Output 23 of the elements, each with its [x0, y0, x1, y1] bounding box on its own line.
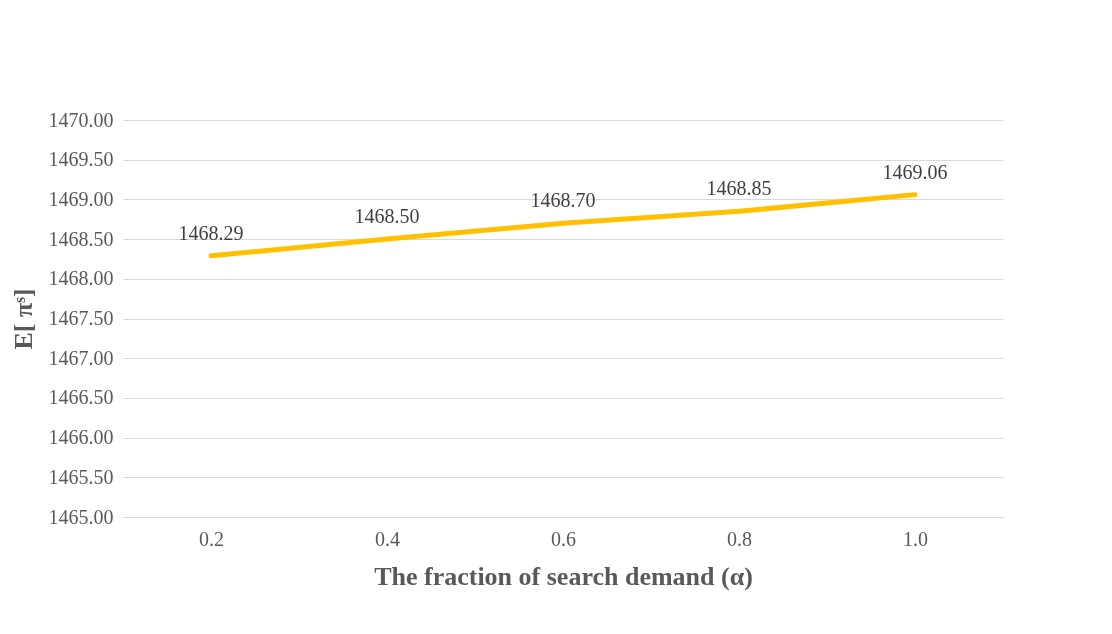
y-tick-label: 1467.50: [48, 307, 114, 329]
y-tick-label: 1468.50: [48, 227, 114, 250]
x-axis-title: The fraction of search demand (α): [374, 561, 753, 591]
x-tick-label: 0.6: [551, 527, 576, 550]
y-tick-label: 1465.50: [48, 465, 114, 488]
y-tick-label: 1470.00: [48, 108, 114, 131]
y-tick-label: 1465.00: [48, 505, 114, 528]
y-axis-title: E[ πˢ]: [8, 288, 38, 350]
data-label: 1468.29: [178, 221, 244, 244]
y-tick-label: 1468.00: [48, 267, 114, 290]
x-tick-label: 0.8: [727, 527, 752, 550]
y-tick-label: 1467.00: [48, 346, 114, 369]
x-tick-label: 1.0: [903, 527, 928, 550]
data-label: 1468.85: [706, 177, 772, 200]
y-tick-label: 1466.50: [48, 386, 114, 409]
data-label: 1469.06: [882, 160, 948, 183]
x-tick-label: 0.2: [199, 527, 224, 550]
x-tick-label: 0.4: [375, 527, 400, 550]
y-tick-label: 1466.00: [48, 426, 114, 449]
y-tick-label: 1469.50: [48, 148, 114, 171]
data-label: 1468.50: [354, 205, 420, 228]
y-tick-label: 1469.00: [48, 187, 114, 210]
data-label: 1468.70: [530, 189, 596, 212]
